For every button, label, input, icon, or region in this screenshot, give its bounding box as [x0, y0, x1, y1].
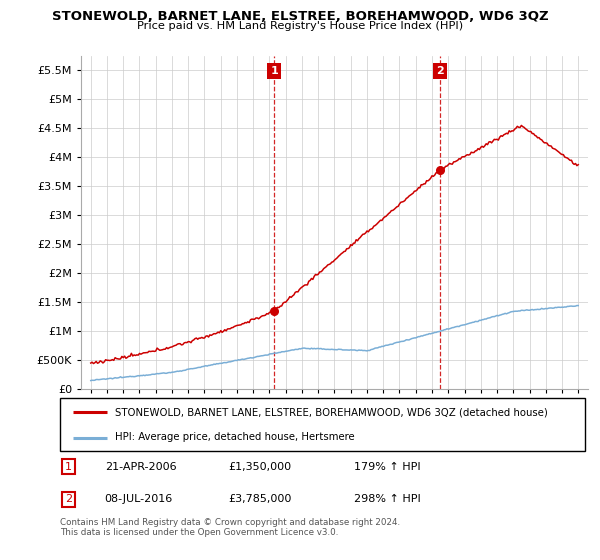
Text: 298% ↑ HPI: 298% ↑ HPI	[354, 494, 421, 505]
Text: HPI: Average price, detached house, Hertsmere: HPI: Average price, detached house, Hert…	[115, 432, 355, 442]
Text: Price paid vs. HM Land Registry's House Price Index (HPI): Price paid vs. HM Land Registry's House …	[137, 21, 463, 31]
Text: STONEWOLD, BARNET LANE, ELSTREE, BOREHAMWOOD, WD6 3QZ (detached house): STONEWOLD, BARNET LANE, ELSTREE, BOREHAM…	[115, 408, 548, 418]
Text: Contains HM Land Registry data © Crown copyright and database right 2024.
This d: Contains HM Land Registry data © Crown c…	[60, 518, 400, 538]
Text: 2: 2	[436, 66, 444, 76]
Text: 1: 1	[271, 66, 278, 76]
Text: £3,785,000: £3,785,000	[228, 494, 292, 505]
Text: 179% ↑ HPI: 179% ↑ HPI	[354, 461, 421, 472]
Text: 21-APR-2006: 21-APR-2006	[104, 461, 176, 472]
Text: STONEWOLD, BARNET LANE, ELSTREE, BOREHAMWOOD, WD6 3QZ: STONEWOLD, BARNET LANE, ELSTREE, BOREHAM…	[52, 10, 548, 22]
Text: 2: 2	[65, 494, 73, 505]
Text: £1,350,000: £1,350,000	[228, 461, 291, 472]
Text: 08-JUL-2016: 08-JUL-2016	[104, 494, 173, 505]
Text: 1: 1	[65, 461, 72, 472]
